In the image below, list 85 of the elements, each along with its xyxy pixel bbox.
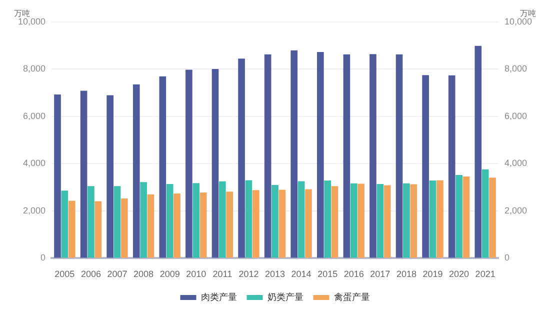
bar — [80, 90, 88, 258]
x-tick-label: 2011 — [212, 269, 232, 280]
bar — [489, 178, 496, 258]
bar — [132, 84, 140, 258]
x-tick-label: 2020 — [449, 269, 470, 280]
bar — [238, 58, 245, 258]
bar — [403, 183, 410, 258]
bar — [61, 190, 68, 258]
legend-label: 肉类产量 — [200, 292, 237, 303]
bar — [482, 169, 489, 258]
y-tick-label: 10,000 — [18, 16, 46, 26]
bar — [174, 193, 180, 258]
y-tick-label: 2,000 — [22, 205, 46, 216]
bar — [186, 70, 192, 258]
x-tick-label: 2016 — [344, 269, 364, 280]
x-tick-label: 2009 — [160, 269, 180, 280]
bar — [147, 194, 154, 258]
bar — [212, 69, 219, 258]
bar — [68, 200, 76, 258]
bar — [384, 185, 391, 258]
bar — [298, 181, 305, 258]
y-tick-label: 6,000 — [22, 110, 46, 121]
bar — [448, 75, 456, 258]
y-axis-title: 万吨 — [14, 9, 30, 18]
x-tick-label: 2005 — [54, 269, 75, 280]
bar — [106, 95, 114, 258]
x-tick-label: 2008 — [134, 269, 154, 280]
bar — [436, 180, 444, 258]
bar — [350, 183, 358, 258]
y2-tick-label: 2,000 — [504, 205, 528, 216]
bar — [192, 183, 200, 258]
bar — [159, 76, 166, 258]
y2-tick-label: 10,000 — [504, 16, 532, 26]
y2-tick-label: 0 — [504, 252, 510, 263]
y-tick-label: 8,000 — [22, 64, 46, 74]
bar — [272, 184, 278, 258]
bar — [331, 186, 338, 258]
bar — [114, 186, 121, 258]
bar — [456, 175, 462, 258]
y2-tick-label: 8,000 — [504, 64, 528, 74]
bar — [290, 50, 298, 258]
y2-axis-title: 万吨 — [520, 9, 536, 18]
x-tick-label: 2010 — [186, 269, 206, 280]
x-tick-label: 2012 — [238, 269, 259, 280]
bar — [252, 190, 260, 258]
bar — [219, 181, 226, 258]
bar — [140, 182, 147, 258]
legend-label: 奶类产量 — [267, 292, 304, 303]
bar — [166, 184, 174, 258]
bar — [410, 184, 418, 258]
bar — [200, 192, 207, 258]
x-tick-label: 2014 — [291, 269, 312, 280]
bar — [316, 52, 324, 258]
legend-label: 禽蛋产量 — [334, 292, 370, 303]
bar — [396, 54, 403, 258]
x-tick-label: 2018 — [396, 269, 416, 280]
bar — [370, 54, 376, 258]
x-tick-label: 2017 — [370, 269, 390, 280]
bar — [278, 190, 286, 258]
x-tick-label: 2015 — [318, 269, 338, 280]
x-tick-label: 2013 — [264, 269, 286, 280]
y2-tick-label: 6,000 — [504, 110, 528, 121]
y2-tick-label: 4,000 — [504, 158, 528, 168]
y-tick-label: 0 — [40, 252, 46, 263]
bar — [54, 94, 61, 258]
bar — [88, 186, 94, 258]
y-tick-label: 4,000 — [22, 158, 46, 168]
bar — [422, 75, 429, 258]
bar — [121, 198, 128, 258]
bar — [324, 180, 331, 258]
x-tick-label: 2007 — [107, 269, 128, 280]
bar — [358, 184, 364, 258]
bar — [94, 201, 102, 258]
bar — [376, 184, 384, 258]
bar — [264, 54, 272, 258]
bar — [429, 180, 436, 258]
x-tick-label: 2021 — [475, 269, 496, 280]
bar — [474, 46, 482, 258]
x-tick-label: 2006 — [80, 269, 101, 280]
bar — [462, 176, 470, 258]
bar — [245, 180, 252, 258]
x-tick-label: 2019 — [422, 269, 443, 280]
bar — [226, 192, 234, 258]
bar — [343, 54, 350, 258]
bar — [305, 189, 312, 258]
